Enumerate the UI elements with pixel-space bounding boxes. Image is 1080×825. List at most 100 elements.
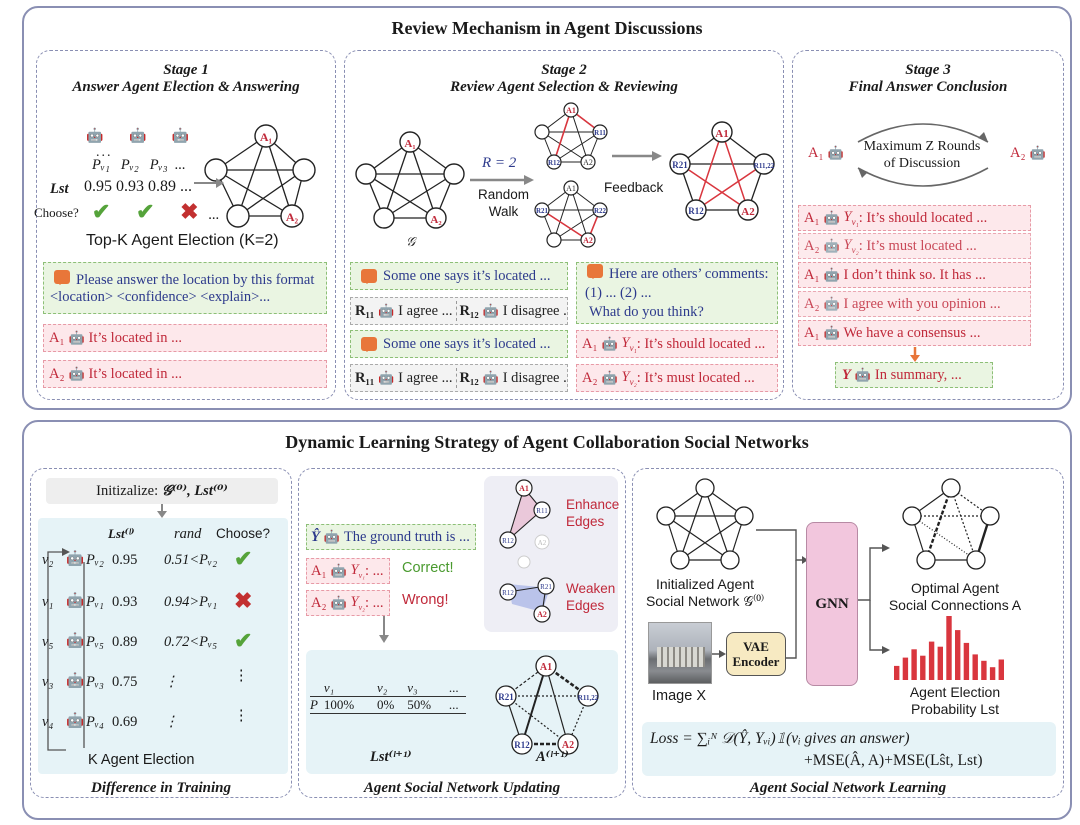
histogram-bar [894, 665, 900, 680]
stage2-graph-g: A₁ A₂ [355, 131, 465, 229]
histogram-bar [981, 660, 987, 680]
wrong-label: Wrong! [402, 592, 449, 608]
loss-formula-line2: +MSE(Â, A)+MSE(Lŝt, Lst) [804, 752, 983, 769]
stage1-arrow [194, 178, 224, 188]
lst-values: 0.95 0.93 0.89 ... [84, 178, 192, 195]
row-mark: ⋮ [234, 708, 249, 724]
stage2-says-box-1: Some one says it’s located ... [350, 262, 568, 290]
image-x-label: Image X [652, 688, 706, 704]
optimal-network-graph [902, 478, 1000, 570]
robot-icon: 🤖 [482, 303, 499, 318]
initialized-network-label: Initialized Agent Social Network 𝒢⁽⁰⁾ [645, 576, 765, 609]
image-to-vae-arrow [712, 650, 726, 658]
svg-text:A2: A2 [538, 539, 547, 547]
updating-panel [298, 468, 626, 798]
svg-text:R12: R12 [502, 589, 514, 597]
election-probability-histogram [894, 616, 1004, 680]
histogram-bar [902, 657, 909, 680]
robot-icon: 🤖 [86, 129, 106, 144]
check-icon: ✔ [234, 546, 253, 571]
histogram-bar [972, 654, 978, 680]
svg-text:A2: A2 [583, 158, 593, 167]
updated-graph: A1 R21 R11,22 R12 A2 [495, 655, 599, 755]
graph-node-a2: A₂ [286, 210, 299, 224]
prob-row: Pᵥ₁ Pᵥ₂ Pᵥ₃ ... [92, 157, 186, 173]
stage2-answer-a2: A₂ 🤖 Yv₂: It’s must located ... [576, 364, 778, 392]
enhance-edges-label: Enhance Edges [566, 497, 620, 529]
learning-panel [632, 468, 1064, 798]
col-lst: Lst⁽ˡ⁾ [108, 526, 135, 541]
stage3-a1-agent: A₁ 🤖 [808, 145, 844, 161]
row-mark: ⋮ [234, 668, 249, 684]
robot-icon: 🤖 [823, 325, 840, 340]
updating-caption: Agent Social Network Updating [363, 780, 561, 796]
optimal-connections-label: Optimal Agent Social Connections A [888, 580, 1022, 613]
svg-text:A1: A1 [715, 128, 728, 140]
stage3-msg-5: A₁ 🤖 We have a consensus ... [798, 320, 1031, 346]
feedback-label: Feedback [604, 180, 664, 195]
svg-text:R21: R21 [540, 583, 552, 591]
vae-encoder: VAE Encoder [726, 632, 786, 676]
stage1-title: Stage 1 Answer Agent Election & Answering [72, 62, 300, 95]
row-prob: Pᵥ₄ [86, 714, 104, 730]
svg-text:A2: A2 [537, 610, 547, 619]
review-mechanism-title: Review Mechanism in Agent Discussions [391, 18, 703, 38]
random-walk-graph-2: A1 R21 R22 A2 [534, 180, 608, 248]
election-caption: Top-K Agent Election (K=2) [86, 232, 279, 249]
col-rand: rand [174, 526, 202, 542]
update-a1-box: A₁ 🤖 Yv₁: ... [306, 558, 390, 584]
comment-icon [54, 270, 70, 285]
stage2-title: Stage 2 Review Agent Selection & Reviewin… [450, 62, 678, 95]
robot-icon: 🤖 [823, 267, 840, 282]
stage2-says-box-2: Some one says it’s located ... [350, 330, 568, 358]
svg-text:A1: A1 [566, 106, 576, 115]
training-row: v₂ 🤖 Pᵥ₂ 0.95 0.51<Pᵥ₂ ✔ [38, 546, 288, 574]
row-agent-id: v₃ [42, 674, 54, 690]
k-election-label: K Agent Election [88, 752, 195, 768]
loss-formula-line1: Loss = ∑ᵢᴺ 𝒟(Ŷ, Yᵥᵢ)𝟙(vᵢ gives an answer… [650, 730, 910, 747]
svg-text:R11,22: R11,22 [754, 162, 775, 170]
row-rand: ⋮ [164, 714, 179, 730]
row-lst: 0.75 [112, 674, 138, 690]
check-icon: ✔ [136, 199, 155, 224]
training-row: v₃ 🤖 Pᵥ₃ 0.75 ⋮ ⋮ [38, 668, 288, 696]
robot-icon: 🤖 [128, 129, 149, 144]
training-row: v₁ 🤖 Pᵥ₁ 0.93 0.94>Pᵥ₁ ✖ [38, 588, 288, 616]
robot-icon: 🤖 [378, 303, 395, 318]
stage2-feedback-graph: A1 R21 R11,22 R12 A2 [669, 121, 775, 221]
cross-icon: ✖ [234, 588, 253, 613]
graph-g-label: 𝒢 [406, 234, 416, 249]
election-probability-label: Agent Election Probability Lst [909, 684, 1001, 717]
svg-text:A2: A2 [741, 206, 755, 218]
review-mechanism-panel: Review Mechanism in Agent Discussions [22, 6, 1072, 410]
training-row: v₅ 🤖 Pᵥ₅ 0.89 0.72<Pᵥ₅ ✔ [38, 628, 288, 656]
initialized-network-graph [656, 478, 754, 570]
a-next-label: A⁽ˡ⁺¹⁾ [536, 749, 569, 765]
svg-text:R22: R22 [594, 207, 607, 215]
robot-icon: 🤖 [827, 145, 844, 160]
histogram-bar [937, 646, 943, 680]
svg-text:R12: R12 [688, 206, 704, 216]
svg-text:A₁: A₁ [404, 138, 415, 150]
robot-icon: 🤖 [823, 296, 840, 311]
check-icon: ✔ [234, 628, 253, 653]
robot-icon: 🤖 [854, 367, 872, 382]
stage2-comments-box: Here are others’ comments: (1) ... (2) .… [576, 262, 778, 324]
correct-label: Correct! [402, 560, 454, 576]
robot-icon: 🤖 [823, 238, 840, 253]
robot-icon: 🤖 [601, 336, 618, 351]
histogram-bar [989, 667, 996, 680]
training-table-bg [38, 518, 288, 774]
from-gnn-arrows [858, 544, 890, 654]
histogram-bar [963, 642, 970, 680]
to-gnn-arrows [756, 529, 808, 659]
svg-text:R12: R12 [502, 537, 514, 545]
svg-text:R11: R11 [594, 129, 606, 137]
histogram-bar [946, 616, 952, 680]
loss-formula-box [642, 722, 1056, 776]
gnn-block: GNN [806, 522, 858, 686]
edge-update-graph: A1 R11 R12 A2 R12 R21 A2 [499, 479, 555, 623]
robot-icon: 🤖 [68, 366, 85, 381]
row-rand: 0.94>Pᵥ₁ [164, 594, 218, 610]
check-icon: ✔ [92, 199, 111, 224]
